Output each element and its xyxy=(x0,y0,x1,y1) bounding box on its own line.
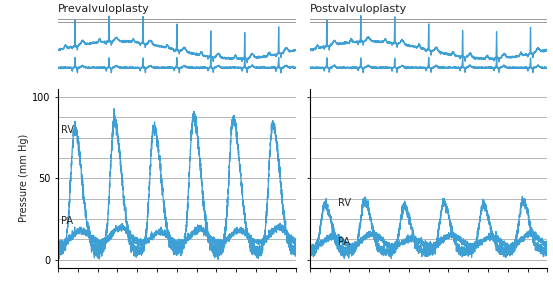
Text: PA: PA xyxy=(61,216,73,226)
Y-axis label: Pressure (mm Hg): Pressure (mm Hg) xyxy=(19,134,29,222)
Text: RV: RV xyxy=(61,125,74,135)
Text: Postvalvuloplasty: Postvalvuloplasty xyxy=(310,4,407,14)
Text: RV: RV xyxy=(338,198,351,208)
Text: Prevalvuloplasty: Prevalvuloplasty xyxy=(58,4,150,14)
Text: PA: PA xyxy=(338,237,349,247)
